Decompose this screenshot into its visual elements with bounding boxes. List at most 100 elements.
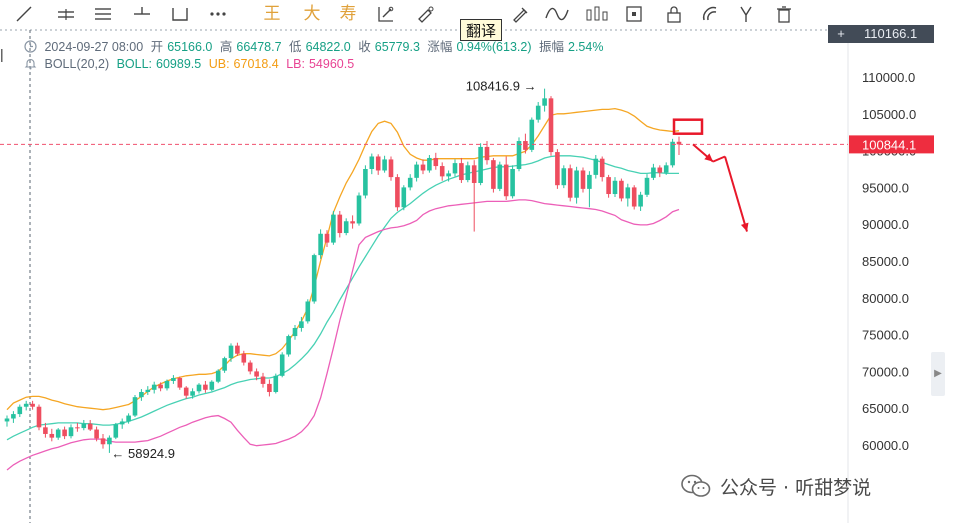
candle-body xyxy=(119,421,125,425)
candle-body xyxy=(318,233,323,256)
candle-body xyxy=(222,358,227,371)
candle-body xyxy=(164,380,170,389)
candle-body xyxy=(203,384,208,390)
low-value: 64822.0 xyxy=(305,40,351,54)
bell-icon[interactable] xyxy=(24,57,37,73)
candle-body xyxy=(548,98,554,153)
y-tick-label: 75000.0 xyxy=(862,328,909,343)
boll-lower-band xyxy=(6,199,680,471)
collapse-panel-icon[interactable]: ▶ xyxy=(931,352,945,396)
candle-body xyxy=(503,164,509,197)
candle-body xyxy=(81,423,87,429)
y-tick-label: 110000.0 xyxy=(862,70,915,85)
candle-body xyxy=(94,429,99,439)
candle-body xyxy=(11,414,16,419)
left-cut-glyph: | xyxy=(0,46,4,62)
boll-lb-label: LB: xyxy=(286,57,305,71)
candle-body xyxy=(529,119,535,150)
candle-body xyxy=(209,381,215,390)
lock-icon[interactable] xyxy=(664,4,684,24)
horizontal-ray-icon[interactable] xyxy=(56,4,76,24)
candle-body xyxy=(139,392,144,398)
candle-body xyxy=(427,157,432,171)
wave-icon[interactable] xyxy=(544,4,570,24)
text-tool-shou[interactable]: 寿 xyxy=(339,4,357,24)
candle-body xyxy=(644,177,650,195)
candle-body xyxy=(638,194,643,207)
trash-icon[interactable] xyxy=(774,4,794,24)
candle-body xyxy=(452,163,458,174)
translate-tooltip[interactable]: 翻译 xyxy=(460,19,502,41)
candle-body xyxy=(465,165,471,181)
top-price-tag: + 110166.1 xyxy=(828,25,934,43)
candle-body xyxy=(158,384,163,389)
change-value: 0.94%(613.2) xyxy=(456,40,532,54)
magnet-icon[interactable] xyxy=(700,4,720,24)
candle-body xyxy=(343,221,349,234)
fork-icon[interactable] xyxy=(736,4,756,24)
candle-body xyxy=(625,187,631,199)
add-alert-icon[interactable]: + xyxy=(837,26,845,41)
candle-body xyxy=(542,98,547,106)
candle-body xyxy=(196,384,202,392)
candle-body xyxy=(535,105,541,120)
rectangle-icon[interactable] xyxy=(170,4,190,24)
candle-body xyxy=(247,362,253,372)
text-tool-da[interactable]: 大 xyxy=(303,4,321,24)
change-label: 涨幅 xyxy=(427,40,453,54)
bollinger-bands xyxy=(6,107,680,471)
close-value: 65779.3 xyxy=(374,40,420,54)
low-label: 低 xyxy=(289,40,302,54)
y-tick-label: 80000.0 xyxy=(862,291,909,306)
drawing-toolbar: 王 大 寿 xyxy=(0,0,955,28)
candle-body xyxy=(132,397,138,416)
candle-body xyxy=(324,233,330,243)
boll-mid-label: BOLL: xyxy=(116,57,153,71)
trend-line-icon[interactable] xyxy=(14,4,34,24)
highlight-box xyxy=(672,118,704,135)
low-price-annotation: ← 58924.9 xyxy=(111,446,175,461)
y-tick-label: 90000.0 xyxy=(862,217,909,232)
candle-body xyxy=(574,170,579,198)
brush-icon[interactable] xyxy=(510,4,530,24)
candle-body xyxy=(484,146,490,161)
bars-icon[interactable] xyxy=(584,4,610,24)
note-icon[interactable] xyxy=(624,4,644,24)
candle-body xyxy=(388,159,394,178)
parallel-channel-icon[interactable] xyxy=(93,4,113,24)
crosshair-line-icon[interactable] xyxy=(132,4,152,24)
candle-body xyxy=(17,406,23,415)
candle-body xyxy=(241,353,247,363)
boll-middle-band xyxy=(6,155,679,441)
candle-body xyxy=(87,423,93,430)
candle-body xyxy=(337,214,343,234)
boll-mid-value: 60989.5 xyxy=(156,57,202,71)
candle-body xyxy=(510,169,515,197)
boll-ub-label: UB: xyxy=(208,57,230,71)
candle-body xyxy=(599,158,605,178)
candle-body xyxy=(580,170,586,189)
candle-body xyxy=(30,403,35,407)
boll-label[interactable]: BOLL(20,2) xyxy=(44,57,110,71)
candle-body xyxy=(228,345,234,359)
candle-body xyxy=(587,174,592,189)
candle-body xyxy=(113,424,119,438)
more-dots-icon[interactable] xyxy=(208,4,228,24)
candle-body xyxy=(350,221,355,224)
boll-lb-value: 54960.5 xyxy=(308,57,355,71)
candle-body xyxy=(612,180,618,195)
y-tick-label: 85000.0 xyxy=(862,254,909,269)
fib-icon[interactable] xyxy=(376,4,396,24)
open-value: 65166.0 xyxy=(167,40,213,54)
text-tool-wang[interactable]: 王 xyxy=(263,4,281,24)
projection-arrow-2 xyxy=(712,155,726,163)
ruler-icon[interactable] xyxy=(416,4,436,24)
wechat-icon xyxy=(681,474,711,497)
candle-body xyxy=(254,371,259,377)
amplitude-value: 2.54% xyxy=(568,40,604,54)
projection-arrowhead-2 xyxy=(740,222,749,232)
candle-body xyxy=(561,168,567,186)
candles xyxy=(4,88,682,453)
high-price-annotation: 108416.9 → xyxy=(466,79,537,94)
